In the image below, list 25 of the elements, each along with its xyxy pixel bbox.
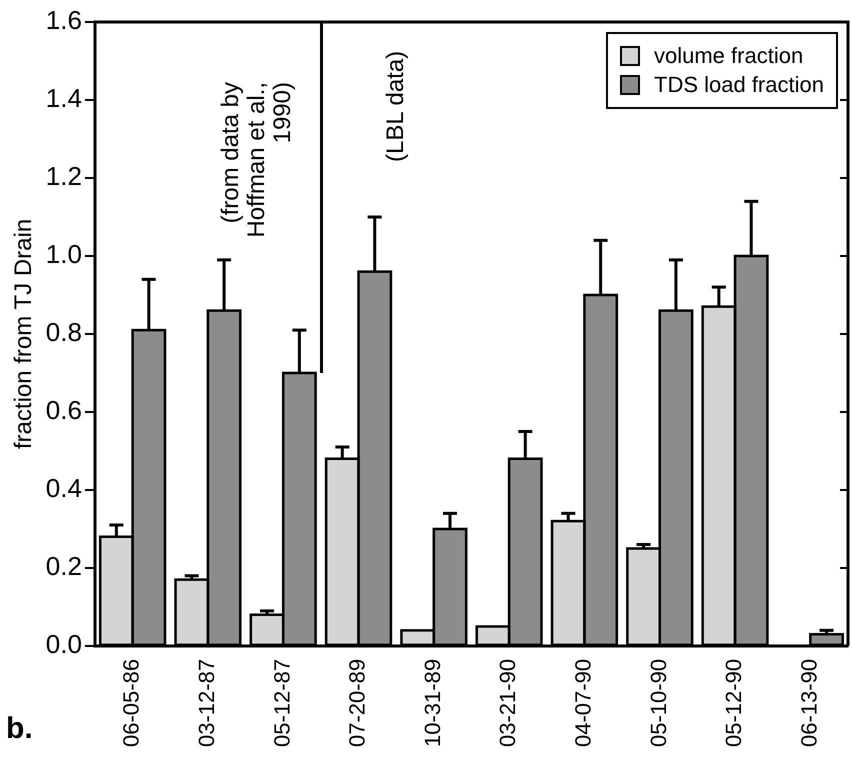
y-tick-label: 0.0 (46, 629, 82, 660)
x-tick-label: 06-13-90 (796, 658, 822, 748)
legend-label: TDS load fraction (654, 72, 824, 98)
y-tick-label: 1.6 (46, 5, 82, 36)
y-tick-label: 0.8 (46, 317, 82, 348)
y-tick-label: 0.4 (46, 473, 82, 504)
x-tick-label: 03-21-90 (495, 658, 520, 748)
y-tick-label: 1.2 (46, 161, 82, 192)
annotation: (LBL data) (382, 50, 410, 162)
text: b. (6, 712, 33, 746)
y-tick-label: 1.4 (46, 83, 82, 114)
y-tick-label: 0.6 (46, 395, 82, 426)
x-tick-label: 05-12-90 (721, 658, 746, 748)
x-tick-label: 07-20-89 (344, 658, 370, 748)
x-tick-label: 04-07-90 (570, 658, 596, 748)
y-tick-label: 1.0 (46, 239, 82, 270)
x-tick-label: 06-05-86 (118, 658, 144, 748)
x-tick-label: 05-12-87 (269, 658, 294, 748)
legend-label: volume fraction (654, 43, 804, 69)
y-axis-title: fraction from TJ Drain (10, 218, 38, 450)
x-tick-label: 10-31-89 (420, 658, 445, 748)
x-tick-label: 05-10-90 (646, 658, 671, 748)
annotation: (from data by Hoffman et al., 1990) (216, 82, 296, 240)
y-tick-label: 0.2 (46, 551, 82, 582)
x-tick-label: 03-12-87 (194, 658, 219, 748)
